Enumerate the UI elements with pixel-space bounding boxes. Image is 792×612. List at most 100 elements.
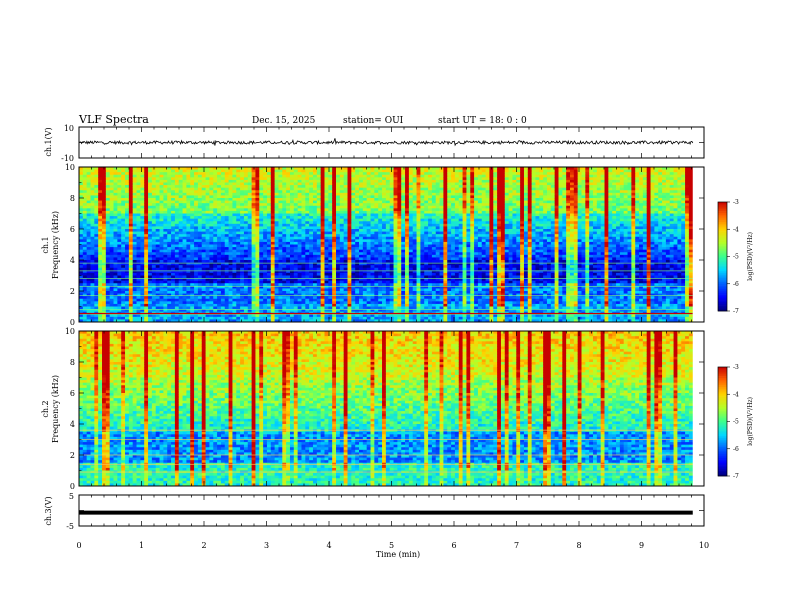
spectrogram-cell: [174, 265, 180, 269]
spectrogram-cell: [171, 249, 176, 253]
spectrogram-cell: [190, 272, 195, 276]
spectrogram-cell: [366, 210, 371, 214]
spectrogram-cell: [366, 213, 371, 217]
spectrogram-cell: [309, 185, 314, 189]
spectrogram-cell: [305, 190, 310, 194]
spectrogram-cell: [171, 190, 176, 194]
spectrogram-cell: [328, 265, 333, 269]
spectrogram-cell: [148, 234, 153, 238]
spectrogram-cell: [217, 252, 222, 256]
spectrogram-cell: [232, 241, 237, 245]
spectrogram-cell: [132, 200, 137, 204]
spectrogram-cell: [128, 229, 134, 232]
spectrogram-cell: [94, 244, 99, 248]
spectrogram-cell: [102, 316, 107, 320]
spectrogram-cell: [220, 208, 226, 212]
spectrogram-cell: [132, 198, 137, 201]
spectrogram-cell: [362, 301, 368, 305]
spectrogram-cell: [247, 254, 253, 258]
spectrogram-cell: [263, 190, 268, 194]
spectrogram-cell: [117, 280, 122, 284]
spectrogram-cell: [274, 239, 279, 243]
spectrogram-cell: [243, 296, 249, 300]
spectrogram-cell: [320, 208, 325, 212]
spectrogram-cell: [86, 298, 91, 302]
spectrogram-cell: [82, 200, 88, 204]
spectrogram-cell: [382, 293, 387, 297]
spectrogram-cell: [167, 229, 172, 232]
spectrogram-cell: [132, 169, 137, 173]
spectrogram-cell: [79, 303, 84, 307]
spectrogram-cell: [259, 280, 264, 284]
spectrogram-cell: [370, 213, 375, 217]
spectrogram-cell: [359, 167, 364, 170]
spectrogram-cell: [182, 221, 187, 225]
spectrogram-cell: [251, 270, 256, 274]
spectrogram-cell: [343, 172, 348, 176]
spectrogram-cell: [125, 172, 130, 176]
spectrogram-cell: [190, 316, 195, 320]
spectrogram-cell: [382, 213, 387, 217]
spectrogram-cell: [332, 210, 337, 214]
spectrogram-cell: [282, 203, 287, 207]
spectrogram-cell: [339, 314, 345, 318]
spectrogram-cell: [79, 280, 84, 284]
spectrogram-cell: [144, 223, 149, 227]
spectrogram-cell: [301, 216, 306, 220]
spectrogram-cell: [102, 203, 107, 207]
spectrogram-cell: [255, 254, 260, 258]
spectrogram-cell: [324, 221, 329, 225]
spectrogram-cell: [194, 216, 199, 220]
spectrogram-cell: [316, 316, 322, 320]
spectrogram-cell: [82, 241, 88, 245]
spectrogram-cell: [171, 301, 176, 305]
spectrogram-cell: [186, 223, 191, 227]
spectrogram-cell: [86, 203, 91, 207]
spectrogram-cell: [301, 270, 306, 274]
spectrogram-cell: [336, 203, 341, 207]
spectrogram-cell: [316, 195, 322, 199]
spectrogram-cell: [167, 285, 172, 289]
spectrogram-cell: [82, 205, 88, 209]
spectrogram-cell: [286, 288, 291, 292]
spectrogram-cell: [128, 198, 134, 201]
spectrogram-cell: [136, 303, 141, 307]
spectrogram-cell: [178, 198, 183, 201]
spectrogram-cell: [155, 190, 160, 194]
spectrogram-cell: [347, 167, 352, 170]
spectrogram-cell: [289, 226, 295, 230]
spectrogram-cell: [205, 229, 210, 232]
spectrogram-cell: [102, 208, 107, 212]
spectrogram-cell: [347, 257, 352, 261]
spectrogram-cell: [301, 208, 306, 212]
spectrogram-cell: [263, 252, 268, 256]
spectrogram-cell: [293, 210, 299, 214]
spectrogram-cell: [209, 187, 214, 191]
spectrogram-cell: [90, 185, 95, 189]
spectrogram-cell: [263, 208, 268, 212]
spectrogram-cell: [359, 223, 364, 227]
spectrogram-cell: [293, 236, 299, 240]
spectrogram-cell: [98, 213, 103, 217]
spectrogram-cell: [240, 301, 245, 305]
spectrogram-cell: [347, 234, 352, 238]
spectrogram-cell: [351, 169, 356, 173]
spectrogram-cell: [324, 213, 329, 217]
spectrogram-cell: [309, 221, 314, 225]
spectrogram-cell: [98, 203, 103, 207]
spectrogram-cell: [278, 185, 283, 189]
spectrogram-cell: [163, 280, 168, 284]
spectrogram-cell: [251, 234, 256, 238]
spectrogram-cell: [232, 172, 237, 176]
spectrogram-cell: [148, 223, 153, 227]
spectrogram-cell: [201, 226, 206, 230]
spectrogram-cell: [136, 208, 141, 212]
spectrogram-cell: [178, 169, 183, 173]
spectrogram-cell: [140, 203, 145, 207]
spectrogram-cell: [251, 218, 256, 222]
spectrogram-cell: [182, 190, 187, 194]
spectrogram-cell: [324, 267, 329, 271]
spectrogram-cell: [305, 172, 310, 176]
spectrogram-cell: [370, 309, 375, 313]
spectrogram-cell: [316, 260, 322, 263]
